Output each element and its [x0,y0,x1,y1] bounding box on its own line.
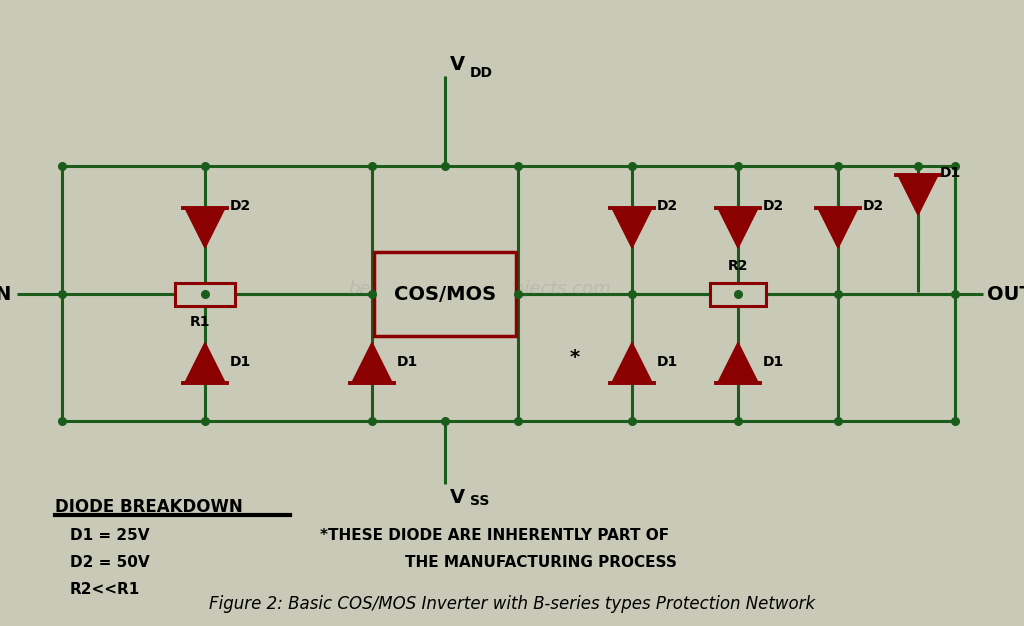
Text: DIODE BREAKDOWN: DIODE BREAKDOWN [55,498,243,516]
Text: D2: D2 [230,199,251,213]
Polygon shape [185,208,225,248]
Polygon shape [898,175,938,215]
Text: D1: D1 [230,356,251,369]
Text: V: V [450,488,465,507]
Bar [710,282,766,305]
Text: R2: R2 [728,259,749,273]
Text: V: V [450,55,465,74]
Polygon shape [718,342,758,382]
Text: D1 = 25V: D1 = 25V [70,528,150,543]
Text: OUT: OUT [987,284,1024,304]
Text: bestengineeringprojects.com: bestengineeringprojects.com [348,280,611,298]
Text: THE MANUFACTURING PROCESS: THE MANUFACTURING PROCESS [406,555,677,570]
Polygon shape [612,208,652,248]
Text: R2<<R1: R2<<R1 [70,582,140,597]
Text: R1: R1 [189,315,210,329]
Text: SS: SS [470,494,489,508]
Text: DD: DD [470,66,493,80]
Polygon shape [185,342,225,382]
Polygon shape [352,342,392,382]
Polygon shape [612,342,652,382]
Text: Figure 2: Basic COS/MOS Inverter with B-series types Protection Network: Figure 2: Basic COS/MOS Inverter with B-… [209,595,815,613]
Text: D2 = 50V: D2 = 50V [70,555,150,570]
Text: D2: D2 [863,199,885,213]
Text: D1: D1 [397,356,418,369]
Text: IN: IN [0,284,12,304]
Bar [175,282,234,305]
Text: D2: D2 [763,199,784,213]
Polygon shape [718,208,758,248]
Text: D1: D1 [657,356,678,369]
Bar [374,252,516,336]
Text: *: * [570,348,581,367]
Text: D1: D1 [940,166,962,180]
Text: D1: D1 [763,356,784,369]
Polygon shape [818,208,858,248]
Text: D2: D2 [657,199,678,213]
Text: COS/MOS: COS/MOS [394,284,496,304]
Text: *THESE DIODE ARE INHERENTLY PART OF: *THESE DIODE ARE INHERENTLY PART OF [319,528,669,543]
